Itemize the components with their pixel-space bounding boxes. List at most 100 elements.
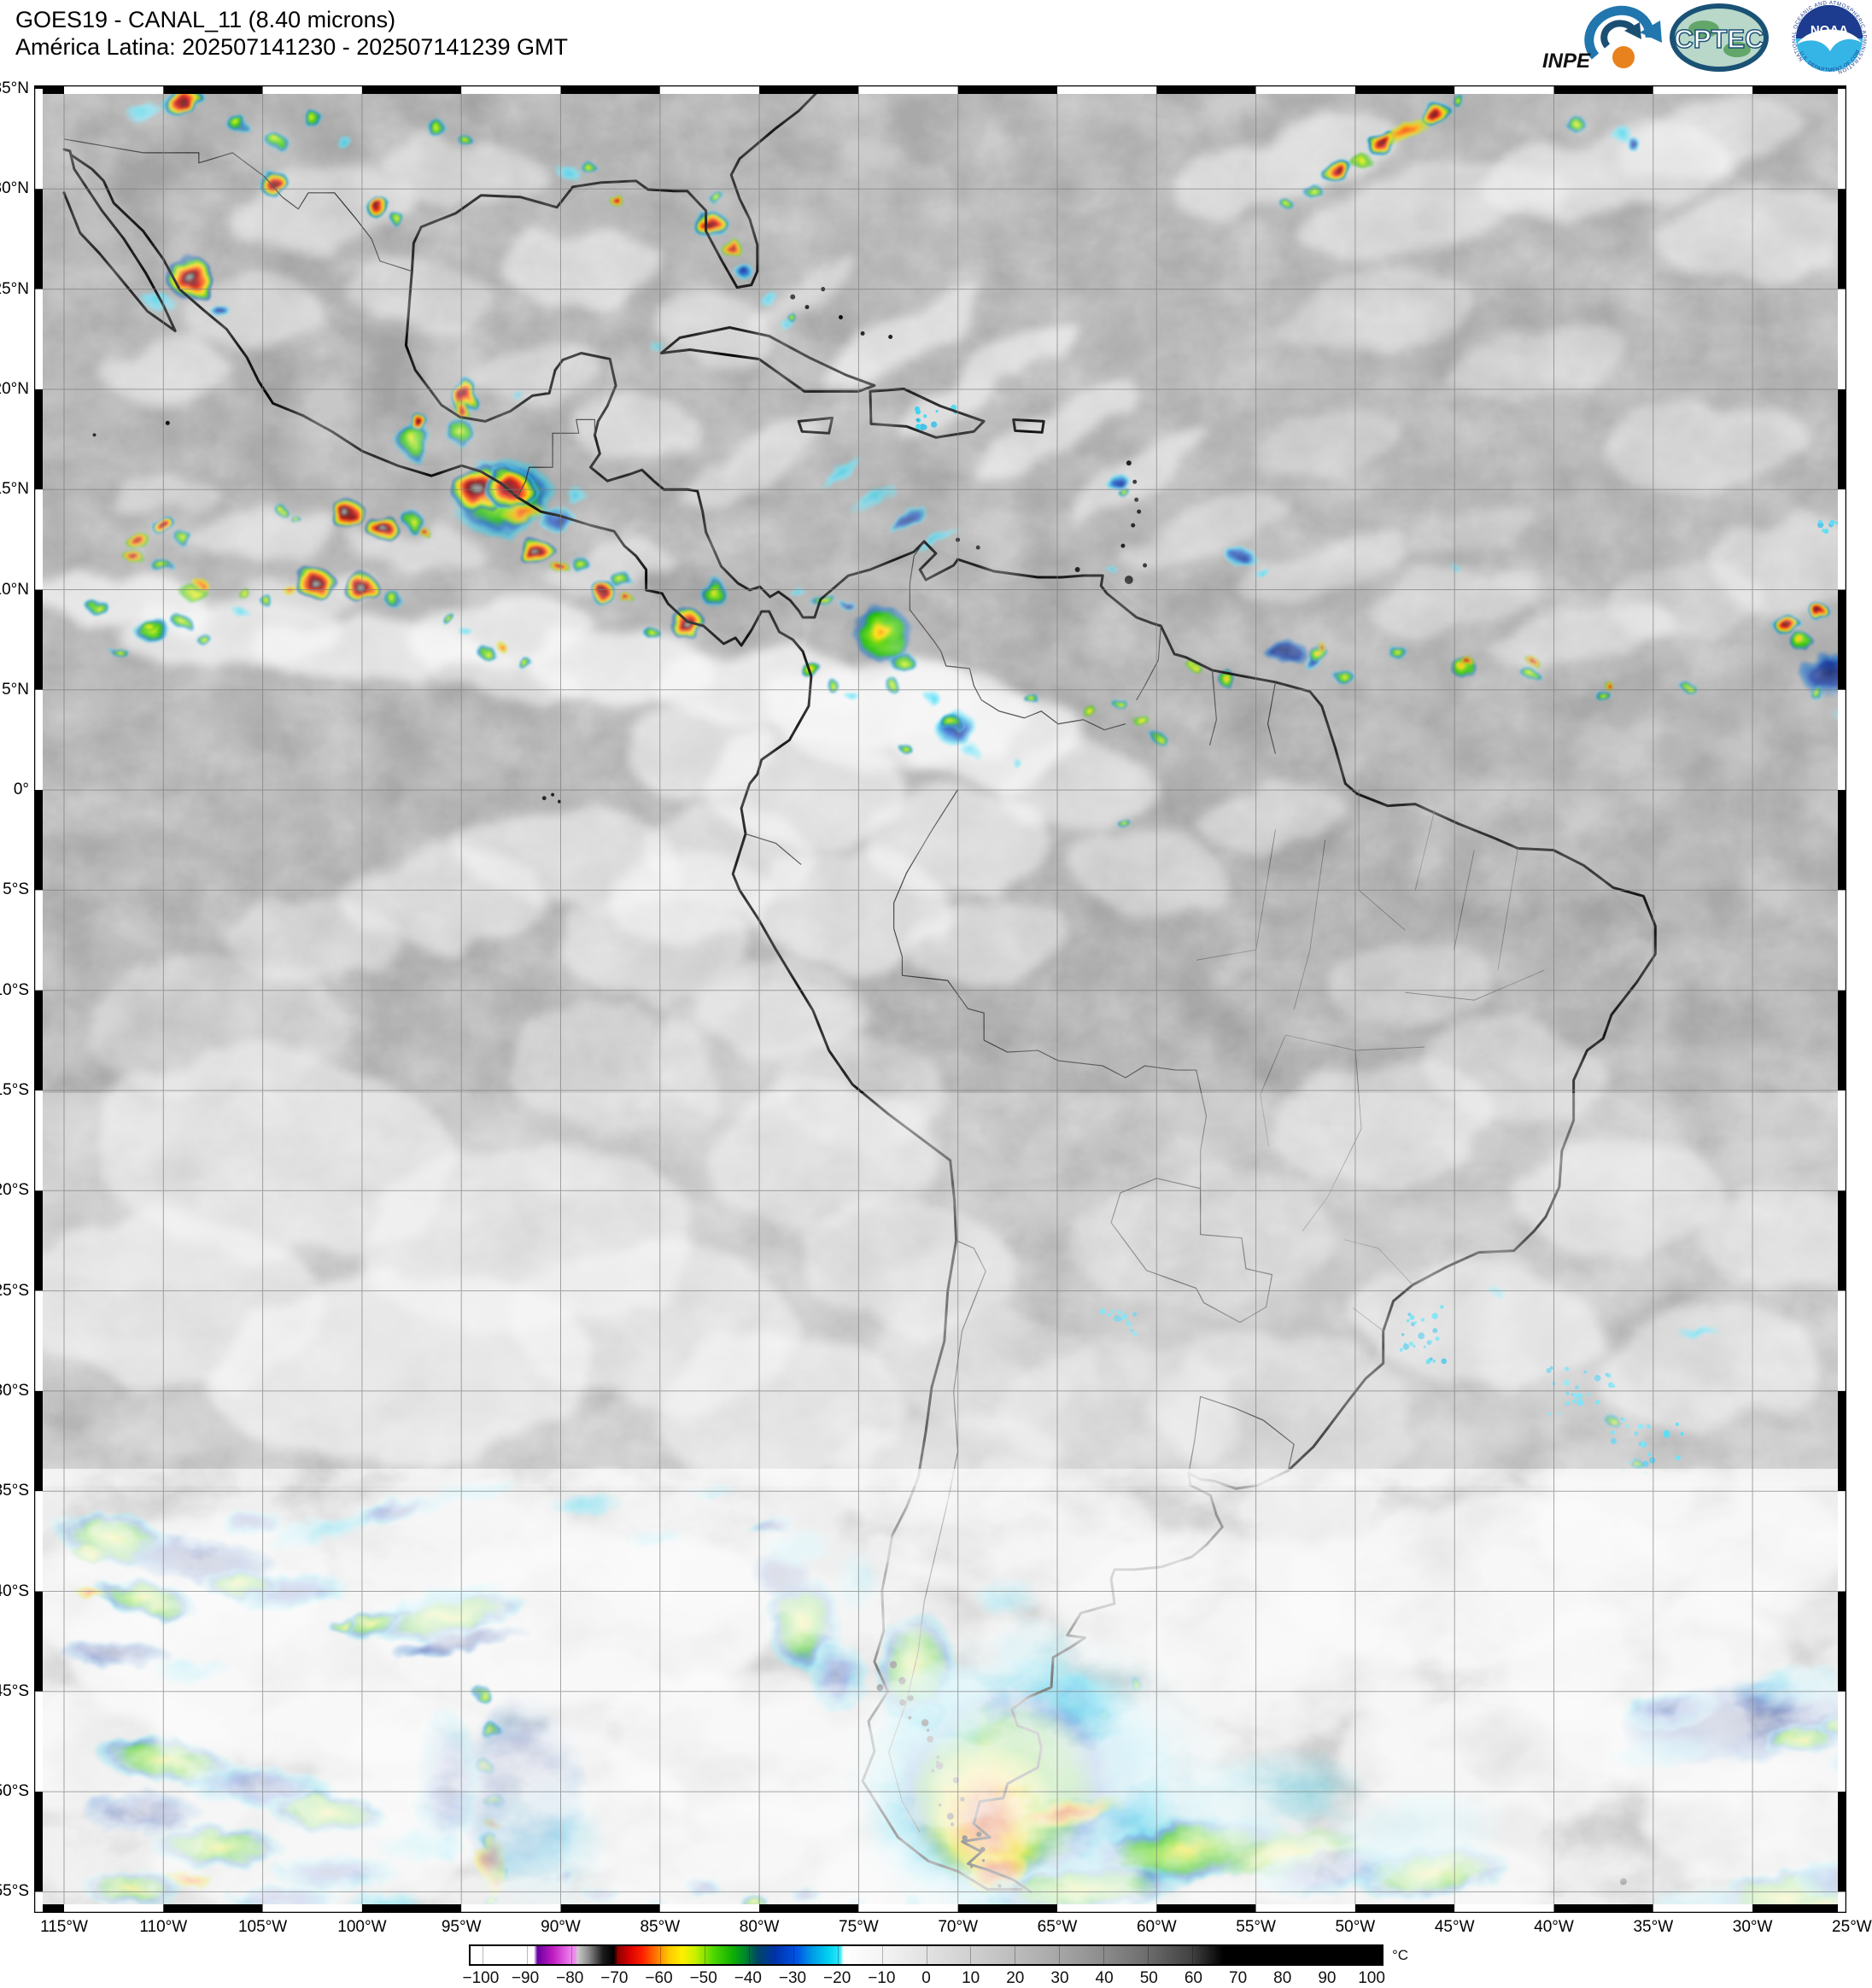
lat-tick-label: 30°N [0,179,29,198]
map-clip-group [34,85,1846,1913]
noaa-upper-fill [1796,5,1863,38]
frame-tick-bottom [1653,1904,1753,1913]
frame-tick-bottom [1156,1904,1256,1913]
lat-tick-label: 20°S [0,1181,29,1200]
cloud-texture-southern-ocean [34,1469,1846,1913]
colorbar-tick [1148,1946,1150,1964]
lat-tick-label: 0° [13,781,29,799]
frame-tick-left [34,689,43,791]
frame-tick-left [34,489,43,590]
frame-tick-right [1838,1691,1846,1792]
lat-tick-label: 5°S [3,880,29,899]
colorbar-tick [1059,1946,1061,1964]
frame-tick-top [1653,85,1753,94]
frame-tick-bottom [759,1904,859,1913]
lat-tick-label: 30°S [0,1381,29,1400]
colorbar-tick [837,1946,839,1964]
frame-tick-left [34,189,43,289]
colorbar-tick-label: −100 [462,1969,500,1987]
frame-tick-left [34,990,43,1090]
frame-tick-left [34,1190,43,1291]
map-border [34,85,1846,1913]
lon-tick-label: 100°W [337,1918,387,1936]
frame-tick-right [1838,389,1846,490]
frame-tick-right [1838,1090,1846,1191]
frame-tick-right [1838,289,1846,389]
lon-tick-label: 45°W [1434,1918,1475,1936]
frame-tick-right [1838,589,1846,690]
frame-tick-bottom [262,1904,362,1913]
frame-tick-left [34,1691,43,1792]
cptec-logo-text: CPTEC [1674,24,1764,54]
lat-tick-label: 10°N [0,580,29,599]
colorbar-tick [1103,1946,1105,1964]
frame-tick-bottom [1057,1904,1157,1913]
colorbar-tick-label: −80 [556,1969,584,1987]
colorbar-tick-label: −70 [600,1969,629,1987]
lat-tick-label: 45°S [0,1681,29,1700]
colorbar-tick-label: 50 [1139,1969,1158,1987]
colorbar-tick [1281,1946,1283,1964]
colorbar-tick-label: 70 [1229,1969,1248,1987]
colorbar-tick [526,1946,528,1964]
frame-tick-left [34,85,43,89]
inpe-swirl-inner [1600,20,1636,49]
frame-tick-right [1838,1290,1846,1391]
frame-tick-left [34,589,43,690]
frame-tick-right [1838,1390,1846,1492]
inpe-swoosh-outer [1584,5,1655,60]
lat-tick-label: 10°S [0,980,29,999]
lon-tick-label: 35°W [1633,1918,1674,1936]
colorbar-unit: °C [1392,1947,1409,1963]
frame-tick-bottom [1354,1904,1455,1913]
frame-tick-right [1838,1892,1846,1913]
lon-tick-label: 110°W [139,1918,188,1936]
lat-tick-label: 15°N [0,480,29,499]
colorbar-tick [615,1946,617,1964]
frame-tick-bottom [659,1904,760,1913]
inpe-logo-text: INPE [1542,50,1591,73]
colorbar-tick-label: −30 [778,1969,807,1987]
colorbar-tick [659,1946,661,1964]
frame-tick-bottom [361,1904,462,1913]
frame-tick-left [34,1290,43,1391]
noaa-seagull-icon [1797,29,1862,51]
frame-tick-left [34,890,43,991]
frame-tick-bottom [1255,1904,1355,1913]
colorbar-tick-label: 100 [1358,1969,1385,1987]
noaa-logo-text: NOAA [1811,23,1848,38]
frame-tick-right [1838,890,1846,991]
frame-tick-left [34,89,43,190]
frame-tick-right [1838,1591,1846,1692]
frame-tick-bottom [1553,1904,1653,1913]
lon-tick-label: 75°W [839,1918,879,1936]
frame-tick-top [1752,85,1846,94]
lon-tick-label: 105°W [237,1918,288,1936]
logos-svg: INPE CPTEC NOAA NATIONAL OCEANIC AND ATM… [1529,0,1869,79]
satellite-map-svg [34,85,1846,1913]
lat-tick-label: 35°N [0,79,29,97]
colorbar-tick-label: 30 [1050,1969,1069,1987]
lat-tick-label: 25°S [0,1281,29,1300]
lat-tick-label: 5°N [2,680,29,699]
frame-tick-bottom [1752,1904,1846,1913]
inpe-swirl-arrowhead [1624,22,1641,39]
frame-tick-top [34,85,64,94]
colorbar-tick-label: 10 [962,1969,980,1987]
frame-tick-right [1838,790,1846,891]
frame-tick-right [1838,189,1846,289]
frame-tick-right [1838,689,1846,791]
product-timestamp: América Latina: 202507141230 - 202507141… [15,34,568,60]
lon-tick-label: 40°W [1534,1918,1574,1936]
frame-tick-top [1354,85,1455,94]
agency-logos: INPE CPTEC NOAA NATIONAL OCEANIC AND ATM… [1529,0,1872,79]
frame-tick-top [1255,85,1355,94]
colorbar-tick-label: −60 [645,1969,673,1987]
colorbar-tick [1370,1946,1372,1964]
lon-tick-label: 55°W [1236,1918,1276,1936]
lon-tick-label: 115°W [40,1918,88,1936]
colorbar-tick [570,1946,572,1964]
grid-lines [34,85,1846,1913]
frame-tick-top [957,85,1057,94]
